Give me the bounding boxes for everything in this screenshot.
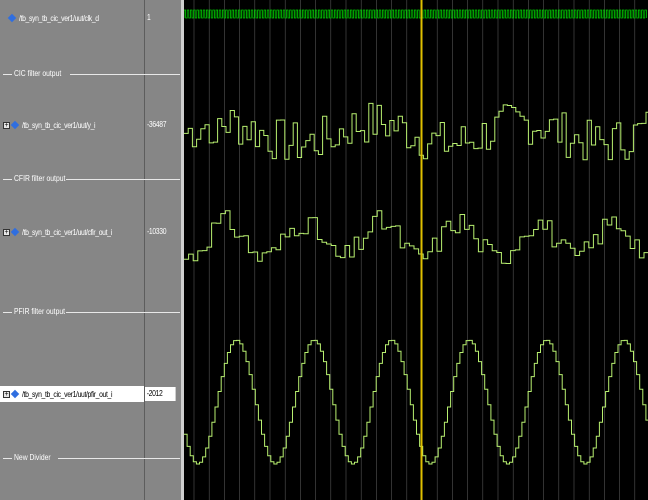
divider-pfir-output[interactable]: PFIR filter output (0, 306, 181, 318)
divider-cic-output[interactable]: CIC filter output (0, 68, 181, 80)
signal-value: -36487 (147, 120, 167, 129)
divider-cfir-output[interactable]: CFIR filter output (0, 173, 181, 185)
time-grid (193, 0, 636, 500)
signal-diamond-icon (10, 389, 20, 399)
pane-splitter[interactable] (181, 0, 184, 500)
pfir-out-waveform (184, 339, 648, 465)
divider-label: PFIR filter output (14, 307, 66, 316)
signal-name: /tb_syn_tb_cic_ver1/uut/pfir_out_i (22, 389, 113, 399)
signal-row-cfir-out-i[interactable]: + /tb_syn_tb_cic_ver1/uut/cfir_out_i (0, 225, 144, 239)
signal-diamond-icon (7, 13, 17, 23)
y-i-trace (184, 102, 648, 161)
signal-row-y-i[interactable]: + /tb_syn_tb_cic_ver1/uut/y_i (0, 118, 144, 132)
signal-value: -10330 (147, 227, 167, 236)
divider-label: New Divider (14, 453, 51, 462)
divider-line-right (66, 312, 180, 313)
signal-name-pane[interactable]: /tb_syn_tb_cic_ver1/uut/clk_d + /tb_syn_… (0, 0, 144, 500)
clock-waveform (184, 9, 647, 19)
waveform-pane[interactable] (184, 0, 648, 500)
signal-diamond-icon (10, 227, 20, 237)
divider-new[interactable]: New Divider (0, 452, 181, 464)
signal-name: /tb_syn_tb_cic_ver1/uut/y_i (22, 120, 96, 130)
clock-trace (184, 9, 647, 19)
signal-name: /tb_syn_tb_cic_ver1/uut/clk_d (19, 13, 99, 23)
expand-plus-icon[interactable]: + (3, 390, 10, 398)
signal-diamond-icon (10, 120, 20, 130)
divider-label: CFIR filter output (14, 174, 66, 183)
divider-line-right (58, 458, 180, 459)
divider-line-right (66, 179, 180, 180)
divider-label: CIC filter output (14, 69, 62, 78)
y-i-waveform (184, 102, 648, 161)
signal-value-pane[interactable]: 1 -36487 -10330 -2012 (145, 0, 181, 500)
signal-row-pfir-out-i[interactable]: + /tb_syn_tb_cic_ver1/uut/pfir_out_i (0, 386, 144, 402)
expand-plus-icon[interactable]: + (3, 228, 10, 236)
divider-line-left (3, 74, 12, 75)
signal-name: /tb_syn_tb_cic_ver1/uut/cfir_out_i (22, 227, 112, 237)
pfir-out-trace (184, 339, 648, 465)
pane-divider[interactable] (144, 0, 145, 500)
divider-line-left (3, 312, 12, 313)
divider-line-right (70, 74, 180, 75)
cfir-out-trace (184, 210, 648, 264)
signal-row-clk-d[interactable]: /tb_syn_tb_cic_ver1/uut/clk_d (0, 11, 144, 25)
signal-value: 1 (147, 13, 151, 22)
signal-value: -2012 (145, 387, 176, 401)
cfir-out-waveform (184, 210, 648, 264)
expand-plus-icon[interactable]: + (3, 121, 10, 129)
divider-line-left (3, 458, 12, 459)
divider-line-left (3, 179, 12, 180)
